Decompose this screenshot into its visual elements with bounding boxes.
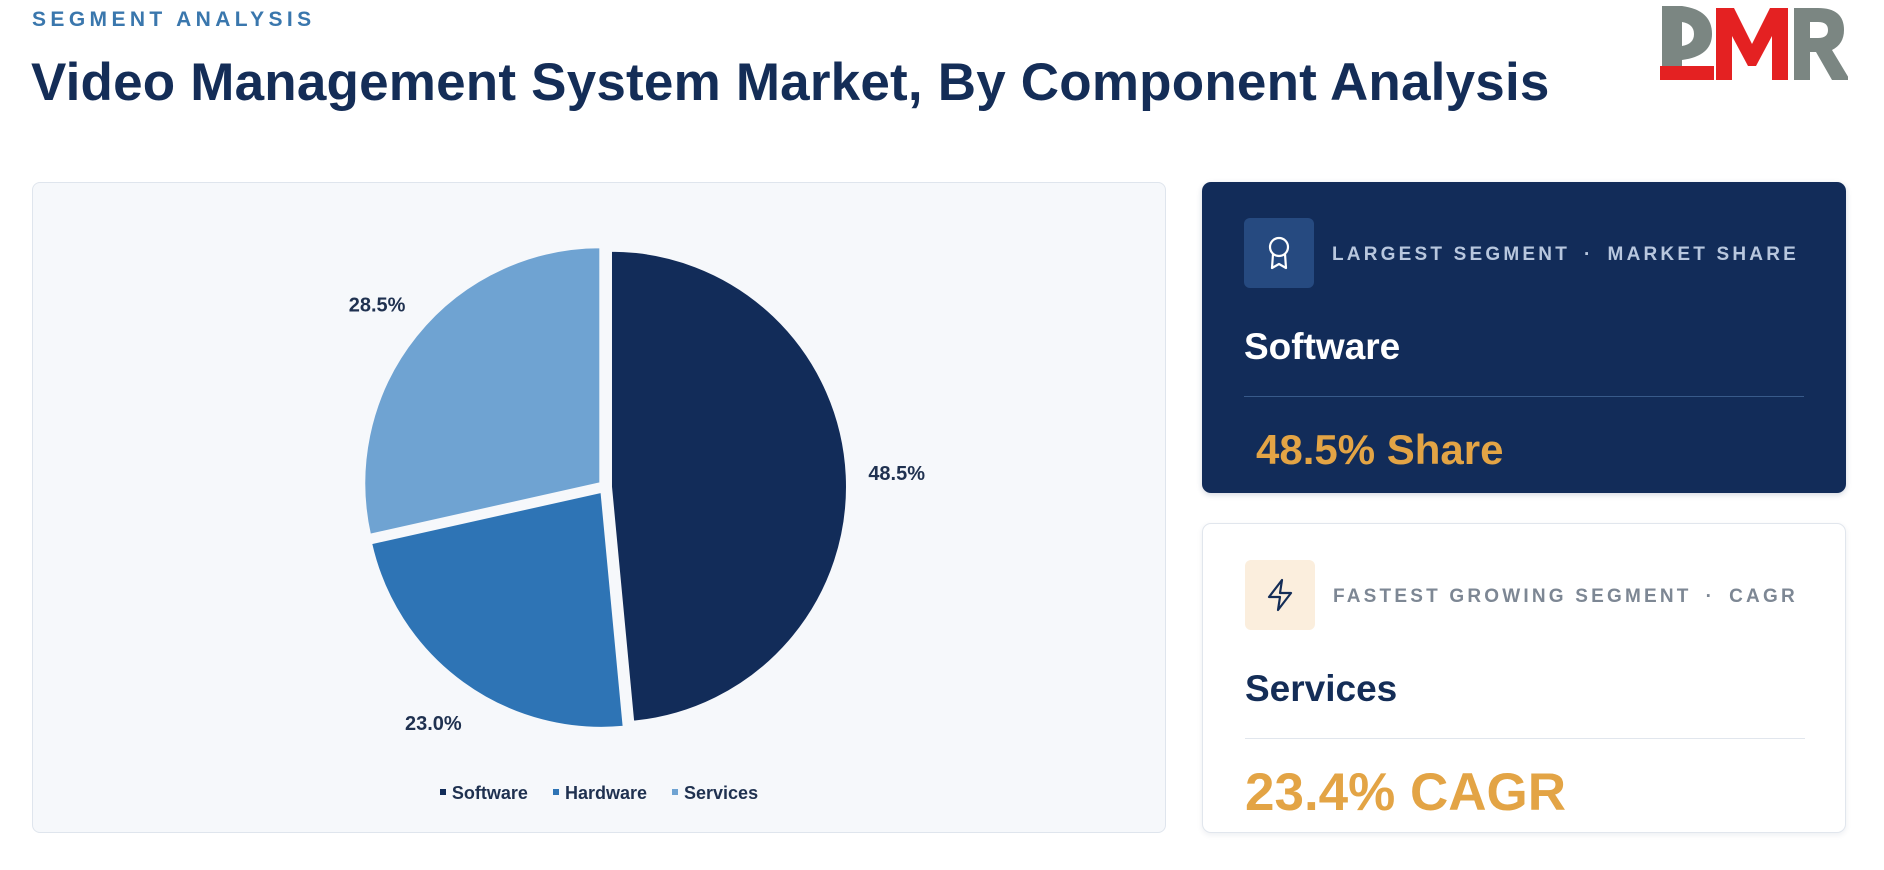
pie-slice-services[interactable] [363, 246, 602, 536]
legend-label-hardware: Hardware [564, 783, 647, 803]
section-eyebrow: SEGMENT ANALYSIS [32, 8, 316, 31]
fastest-growing-card: FASTEST GROWING SEGMENT · CAGR Services 23… [1202, 523, 1846, 833]
largest-segment-card: LARGEST SEGMENT · MARKET SHARE Software 48… [1202, 182, 1846, 493]
fastest-growing-eyebrow: FASTEST GROWING SEGMENT · CAGR [1333, 586, 1798, 608]
award-icon [1244, 218, 1314, 288]
largest-segment-eyebrow: LARGEST SEGMENT · MARKET SHARE [1332, 244, 1799, 266]
largest-segment-label: LARGEST SEGMENT [1332, 244, 1571, 265]
legend-swatch-software [439, 789, 446, 796]
fastest-growing-metric: CAGR [1729, 586, 1798, 607]
card-divider [1244, 396, 1804, 397]
largest-segment-value: Software [1244, 326, 1401, 367]
eyebrow-separator: · [1584, 244, 1594, 265]
fastest-growing-value: Services [1245, 668, 1398, 709]
fastest-growing-label: FASTEST GROWING SEGMENT [1333, 586, 1692, 607]
legend-swatch-hardware [552, 789, 559, 796]
legend-swatch-services [672, 789, 679, 796]
slice-label-hardware: 23.0% [405, 713, 462, 735]
pie-slice-hardware[interactable] [369, 490, 625, 729]
slice-label-software: 48.5% [868, 463, 925, 485]
chart-legend: Software Hardware Services [33, 783, 1165, 804]
pie-slice-software[interactable] [609, 249, 848, 723]
legend-label-software: Software [451, 783, 528, 803]
lightning-icon [1245, 560, 1315, 630]
dmr-logo [1660, 6, 1848, 80]
pie-chart-panel: 48.5% 23.0% 28.5% Software Hardware Servic… [32, 182, 1166, 833]
legend-item-hardware[interactable]: Hardware [552, 783, 647, 804]
largest-segment-stat: 48.5% Share [1256, 426, 1504, 473]
legend-item-software[interactable]: Software [439, 783, 528, 804]
eyebrow-separator: · [1705, 586, 1716, 607]
largest-segment-metric: MARKET SHARE [1607, 244, 1800, 265]
pie-chart: 48.5% 23.0% 28.5% [349, 246, 925, 735]
legend-label-services: Services [684, 783, 759, 803]
legend-item-services[interactable]: Services [672, 783, 758, 804]
slice-label-services: 28.5% [349, 294, 406, 316]
fastest-growing-stat: 23.4% CAGR [1245, 763, 1567, 822]
card-divider [1245, 738, 1805, 739]
page-title: Video Management System Market, By Compo… [31, 53, 1550, 112]
